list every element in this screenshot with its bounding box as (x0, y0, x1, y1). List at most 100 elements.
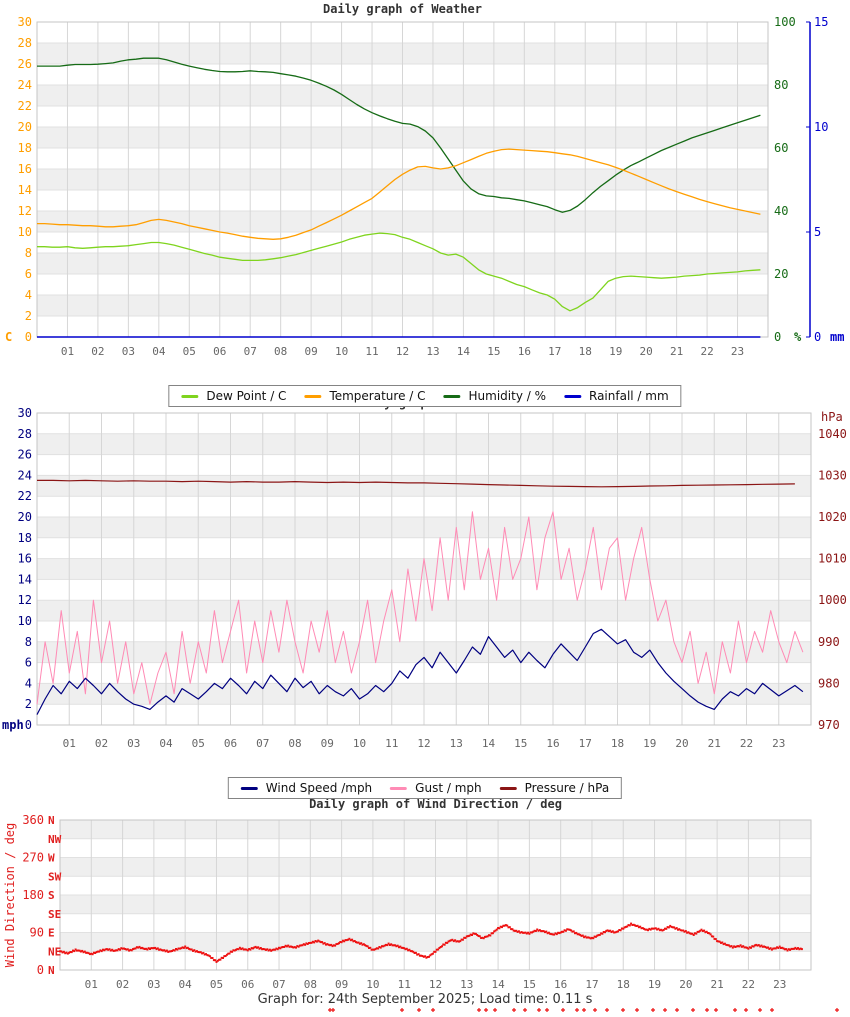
x-tick-label: 08 (288, 737, 301, 750)
c2-right-tick: 1030 (818, 468, 847, 482)
c3-axis-title: Wind Direction / deg (3, 823, 17, 968)
c2-left-tick: 14 (18, 572, 32, 586)
legend-label: Gust / mph (415, 781, 482, 795)
x-tick-label: 09 (335, 978, 348, 991)
x-tick-label: 23 (773, 978, 786, 991)
c3-compass-label: N (48, 964, 55, 977)
c1-left-tick: 24 (18, 78, 32, 92)
legend-label: Dew Point / C (206, 389, 287, 403)
x-tick-label: 07 (256, 737, 269, 750)
legend-swatch-temperature-c (304, 394, 322, 398)
c2-left-tick: 26 (18, 448, 32, 462)
c3-deg-tick: 270 (22, 851, 44, 865)
x-tick-label: 09 (321, 737, 334, 750)
c2-right-tick: 1040 (818, 427, 847, 441)
c2-left-tick: 20 (18, 510, 32, 524)
c2-left-tick: 2 (25, 697, 32, 711)
wind-plot (36, 412, 812, 726)
c2-left-tick: 4 (25, 676, 32, 690)
c2-right-unit: hPa (821, 410, 843, 424)
x-tick-label: 13 (460, 978, 473, 991)
c3-compass-label: E (48, 927, 55, 940)
c1-left-tick: 22 (18, 99, 32, 113)
x-tick-label: 15 (514, 737, 527, 750)
c2-left-tick: 12 (18, 593, 32, 607)
c2-left-tick: 28 (18, 427, 32, 441)
legend-label: Rainfall / mm (589, 389, 669, 403)
c2-left-tick: 22 (18, 489, 32, 503)
x-tick-label: 19 (643, 737, 656, 750)
x-tick-label: 13 (450, 737, 463, 750)
c1-mm-unit: mm (830, 330, 844, 344)
legend-label: Pressure / hPa (524, 781, 610, 795)
x-tick-label: 14 (482, 737, 496, 750)
series-wind-speed-mph-line (36, 628, 804, 715)
x-tick-label: 08 (304, 978, 317, 991)
x-tick-label: 12 (396, 345, 409, 358)
series-humidity-line (37, 57, 761, 213)
c2-right-tick: 990 (818, 635, 840, 649)
legend-item-rainfall-mm: Rainfall / mm (564, 389, 669, 403)
legend-swatch-gust-mph (390, 786, 408, 790)
x-tick-label: 04 (179, 978, 193, 991)
legend-swatch-wind-speed-mph (240, 786, 258, 790)
c3-compass-label: SW (48, 870, 62, 883)
x-tick-label: 12 (429, 978, 442, 991)
x-tick-label: 12 (417, 737, 430, 750)
legend-item-wind-speed-mph: Wind Speed /mph (240, 781, 373, 795)
c1-left-tick: 30 (18, 15, 32, 29)
legend-label: Wind Speed /mph (265, 781, 373, 795)
c2-left-tick: 6 (25, 656, 32, 670)
c3-deg-tick: 360 (22, 813, 44, 827)
c1-mm-tick: 5 (814, 225, 821, 239)
x-tick-label: 06 (241, 978, 254, 991)
legend-item-pressure-hpa: Pressure / hPa (499, 781, 610, 795)
legend-item-dew-point-c: Dew Point / C (181, 389, 286, 403)
c1-left-tick: 8 (25, 246, 32, 260)
legend-swatch-rainfall-mm (564, 394, 581, 398)
x-tick-label: 02 (95, 737, 108, 750)
chart-weather-title: Daily graph of Weather (323, 2, 482, 16)
c1-left-tick: 6 (25, 267, 32, 281)
legend-swatch-humidity (443, 394, 461, 398)
c2-right-tick: 1020 (818, 510, 847, 524)
c3-compass-label: NW (48, 833, 62, 846)
x-tick-label: 15 (487, 345, 500, 358)
c1-left-tick: 20 (18, 120, 32, 134)
x-tick-label: 03 (127, 737, 140, 750)
x-tick-label: 22 (742, 978, 755, 991)
c1-left-tick: 14 (18, 183, 32, 197)
c2-left-tick: 0 (25, 718, 32, 732)
legend-item-gust-mph: Gust / mph (390, 781, 482, 795)
legend-label: Humidity / % (468, 389, 546, 403)
c3-compass-label: S (48, 889, 55, 902)
x-tick-label: 18 (579, 345, 592, 358)
x-tick-label: 20 (640, 345, 653, 358)
c2-right-tick: 970 (818, 718, 840, 732)
c1-left-tick: 2 (25, 309, 32, 323)
x-tick-label: 06 (224, 737, 237, 750)
c1-right-tick: 40 (774, 204, 788, 218)
c2-left-unit: mph (2, 718, 24, 732)
c1-mm-tick: 0 (814, 330, 821, 344)
c2-right-tick: 980 (818, 676, 840, 690)
legend-label: Temperature / C (329, 389, 426, 403)
legend-item-temperature-c: Temperature / C (304, 389, 426, 403)
c2-left-tick: 10 (18, 614, 32, 628)
x-tick-label: 02 (91, 345, 104, 358)
c3-compass-label: SE (48, 908, 61, 921)
bottom-strip-marks (328, 1008, 839, 1012)
c3-compass-label: N (48, 814, 55, 827)
series-temperature-c-line (37, 148, 761, 240)
x-tick-label: 19 (648, 978, 661, 991)
legend-swatch-pressure-hpa (499, 786, 517, 790)
c2-left-tick: 16 (18, 552, 32, 566)
x-tick-label: 10 (353, 737, 366, 750)
c2-left-tick: 30 (18, 406, 32, 420)
c1-mm-tick: 15 (814, 15, 828, 29)
x-tick-label: 05 (183, 345, 196, 358)
c1-right-tick: 60 (774, 141, 788, 155)
c1-left-tick: 26 (18, 57, 32, 71)
